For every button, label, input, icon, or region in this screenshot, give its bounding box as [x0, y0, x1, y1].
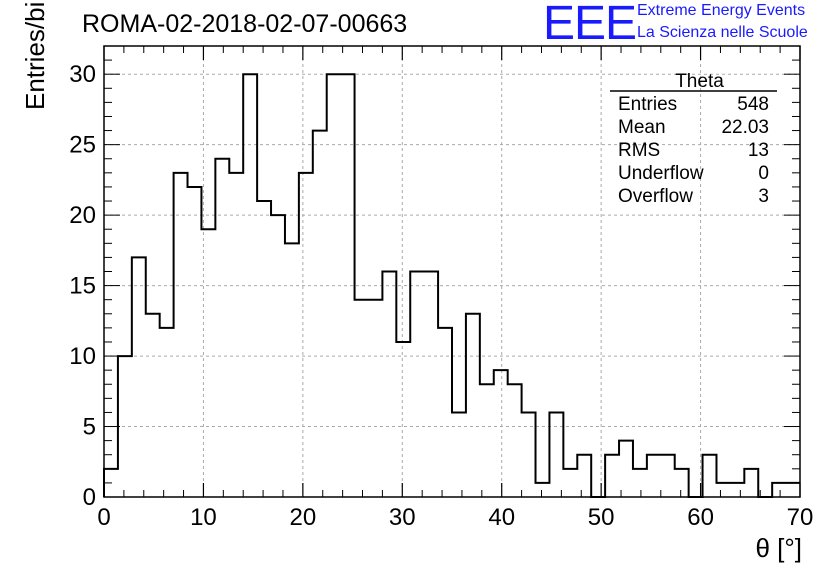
- x-tick-label: 10: [190, 504, 217, 531]
- histogram-outline: [103, 73, 800, 498]
- stats-row-label: Underflow: [618, 163, 704, 184]
- histogram-bin: [243, 74, 257, 497]
- histogram-bin: [327, 74, 341, 497]
- histogram-bin: [786, 483, 800, 497]
- x-tick-label: 20: [290, 504, 317, 531]
- histogram-bin: [160, 328, 174, 497]
- histogram-bin: [229, 173, 243, 497]
- histogram-bin: [410, 272, 424, 498]
- histogram-bin: [508, 384, 522, 497]
- y-tick-label: 25: [69, 132, 96, 159]
- histogram-bin: [549, 412, 563, 497]
- histogram-bin: [341, 74, 355, 497]
- stats-row-label: RMS: [618, 140, 660, 161]
- x-tick-label: 50: [588, 504, 615, 531]
- histogram-bin: [619, 441, 633, 497]
- histogram-bin: [675, 469, 689, 497]
- y-tick-label: 30: [69, 61, 96, 88]
- stats-row-value: 22.03: [721, 117, 769, 138]
- y-tick-label: 15: [69, 273, 96, 300]
- x-tick-label: 40: [488, 504, 515, 531]
- y-tick-label: 10: [69, 343, 96, 370]
- histogram-bin: [313, 131, 327, 497]
- y-tick-label: 5: [83, 414, 96, 441]
- logo-line-2: La Scienza nelle Scuole: [637, 24, 808, 41]
- y-axis-label: Entries/bin: [20, 0, 50, 110]
- stats-row-label: Overflow: [618, 186, 693, 207]
- histogram-bin: [605, 455, 619, 497]
- stats-row-value: 3: [758, 186, 769, 207]
- histogram-bin: [174, 173, 188, 497]
- histogram-bin: [285, 243, 299, 497]
- histogram-bin: [633, 469, 647, 497]
- chart-title: ROMA-02-2018-02-07-00663: [82, 10, 408, 38]
- histogram-bin: [577, 455, 591, 497]
- stats-row-label: Mean: [618, 117, 666, 138]
- histogram-bin: [118, 356, 132, 497]
- histogram-bin: [396, 342, 410, 497]
- x-tick-label: 70: [787, 504, 814, 531]
- histogram-bin: [647, 455, 661, 497]
- histogram-bin: [772, 483, 786, 497]
- histogram-bin: [744, 469, 758, 497]
- x-tick-label: 60: [687, 504, 714, 531]
- stats-row-value: 13: [748, 140, 769, 161]
- histogram-bin: [438, 328, 452, 497]
- histogram-bin: [536, 483, 550, 497]
- eee-logo-icon: EEE: [543, 0, 637, 50]
- histogram-series: [103, 73, 800, 498]
- stats-row-value: 0: [758, 163, 769, 184]
- x-tick-label: 30: [389, 504, 416, 531]
- histogram-bin: [188, 187, 202, 497]
- histogram-bin: [271, 215, 285, 497]
- histogram-bin: [466, 314, 480, 497]
- stats-name: Theta: [675, 71, 724, 92]
- histogram-bin: [201, 229, 215, 497]
- histogram-bin: [703, 455, 717, 497]
- y-tick-label: 20: [69, 202, 96, 229]
- histogram-bin: [257, 201, 271, 497]
- stats-row-label: Entries: [618, 94, 677, 115]
- histogram-bin: [382, 272, 396, 498]
- histogram-bin: [424, 272, 438, 498]
- histogram-bin: [299, 173, 313, 497]
- histogram-bin: [146, 314, 160, 497]
- histogram-bin: [355, 300, 369, 497]
- histogram-bin: [480, 384, 494, 497]
- histogram-bin: [716, 483, 730, 497]
- histogram-bin: [522, 412, 536, 497]
- logo-line-1: Extreme Energy Events: [637, 2, 806, 19]
- x-tick-label: 0: [97, 504, 110, 531]
- histogram-bin: [730, 483, 744, 497]
- stats-row-value: 548: [737, 94, 769, 115]
- histogram-bin: [132, 257, 146, 497]
- histogram-bin: [661, 455, 675, 497]
- histogram-bin: [368, 300, 382, 497]
- y-tick-label: 0: [83, 484, 96, 511]
- histogram-bin: [563, 469, 577, 497]
- histogram-bin: [215, 159, 229, 497]
- histogram-bin: [452, 412, 466, 497]
- x-axis-label: θ [°]: [755, 533, 802, 563]
- histogram-bin: [494, 370, 508, 497]
